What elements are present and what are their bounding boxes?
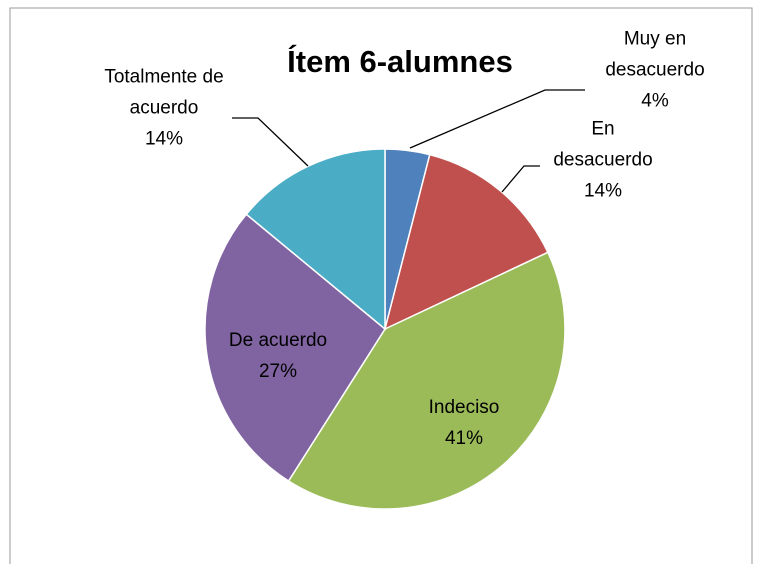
pie-slice bbox=[204, 213, 386, 483]
slice-label: Totalmente de acuerdo 14% bbox=[99, 62, 229, 155]
category-label: Indeciso bbox=[428, 397, 500, 418]
category-label: Muy en desacuerdo bbox=[605, 28, 705, 81]
pie-slice bbox=[245, 148, 386, 331]
category-label: En desacuerdo bbox=[553, 118, 653, 171]
slice-label: En desacuerdo 14% bbox=[546, 114, 661, 207]
chart-border bbox=[9, 7, 753, 564]
pie-slice bbox=[383, 153, 549, 331]
slice-label: De acuerdo 27% bbox=[203, 325, 353, 387]
slice-label: Muy en desacuerdo 4% bbox=[595, 24, 715, 117]
leader-line bbox=[501, 165, 540, 193]
chart-title: Ítem 6-alumnes bbox=[287, 44, 513, 79]
category-label: Totalmente de acuerdo bbox=[104, 66, 224, 119]
pie-slice bbox=[287, 251, 566, 510]
value-label: 4% bbox=[641, 90, 669, 112]
slice-label: Indeciso 41% bbox=[394, 392, 534, 454]
value-label: 41% bbox=[444, 428, 484, 449]
category-label: De acuerdo bbox=[228, 330, 328, 351]
value-label: 27% bbox=[258, 361, 298, 382]
leader-line bbox=[409, 89, 585, 149]
leader-line bbox=[232, 117, 309, 167]
value-label: 14% bbox=[144, 128, 184, 150]
value-label: 14% bbox=[583, 180, 623, 202]
